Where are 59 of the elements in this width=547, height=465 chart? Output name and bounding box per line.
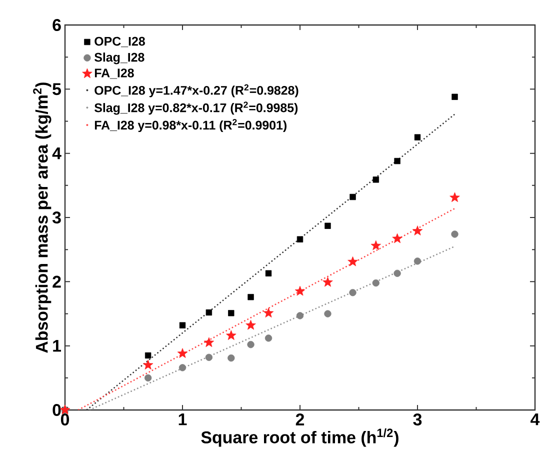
point [372,279,380,287]
y-tick-label: 4 [52,148,62,160]
point [179,322,186,328]
point [206,309,212,316]
y-tick-label: 5 [52,83,62,96]
point [144,352,152,359]
point [177,348,188,358]
point [450,192,460,202]
legend-label: Slag_I28 y=0.82*x-0.17 (R$^{2}$=0.9985) [94,102,298,115]
point [324,222,331,229]
x-tick-label: 2 [296,414,304,426]
point [205,354,213,361]
y-tick-label: 3 [52,211,61,224]
point [348,256,358,266]
point [142,360,154,370]
point [414,258,422,265]
point [370,240,382,250]
point [226,330,236,340]
point [414,134,421,140]
legend-label: FA_I28 [94,68,134,79]
y-tick-label: 2 [52,276,61,288]
y-axis-title: Absorption mass per area (kg/m$^{2}$) [33,82,52,353]
point [204,337,214,348]
x-tick-label: 3 [413,414,422,426]
point [296,236,304,242]
point [372,176,379,183]
point [263,308,274,318]
point [294,286,306,296]
point [324,310,332,318]
point [452,94,458,100]
point [247,340,254,348]
point [144,374,152,382]
y-tick-label: 1 [53,340,62,352]
y-tick-label: 0 [52,404,61,416]
point [265,270,272,276]
point [394,158,400,164]
legend-label: FA_I28 y=0.98*x-0.11 (R$^{2}$=0.9901) [94,119,286,132]
legend-label: OPC_I28 [94,36,145,48]
point [264,334,272,342]
point [392,233,402,244]
point [228,310,234,316]
x-tick-label: 4 [530,414,540,426]
point [178,364,186,372]
point [296,312,304,320]
point [246,320,256,330]
x-tick-label: 0 [60,414,70,426]
point [394,270,401,277]
y-tick-label: 6 [52,19,61,32]
legend-label: OPC_I28 y=1.47*x-0.27 (R$^{2}$=0.9828) [94,84,298,98]
point [349,288,356,296]
point [412,226,423,236]
legend-label: Slag_I28 [94,52,144,64]
point [451,230,458,238]
point [248,294,254,300]
point [322,276,333,287]
point [350,194,356,200]
x-axis-title: Square root of time (h$^{1/2}$) [201,428,398,447]
point [228,354,235,362]
x-tick-label: 1 [178,414,187,426]
